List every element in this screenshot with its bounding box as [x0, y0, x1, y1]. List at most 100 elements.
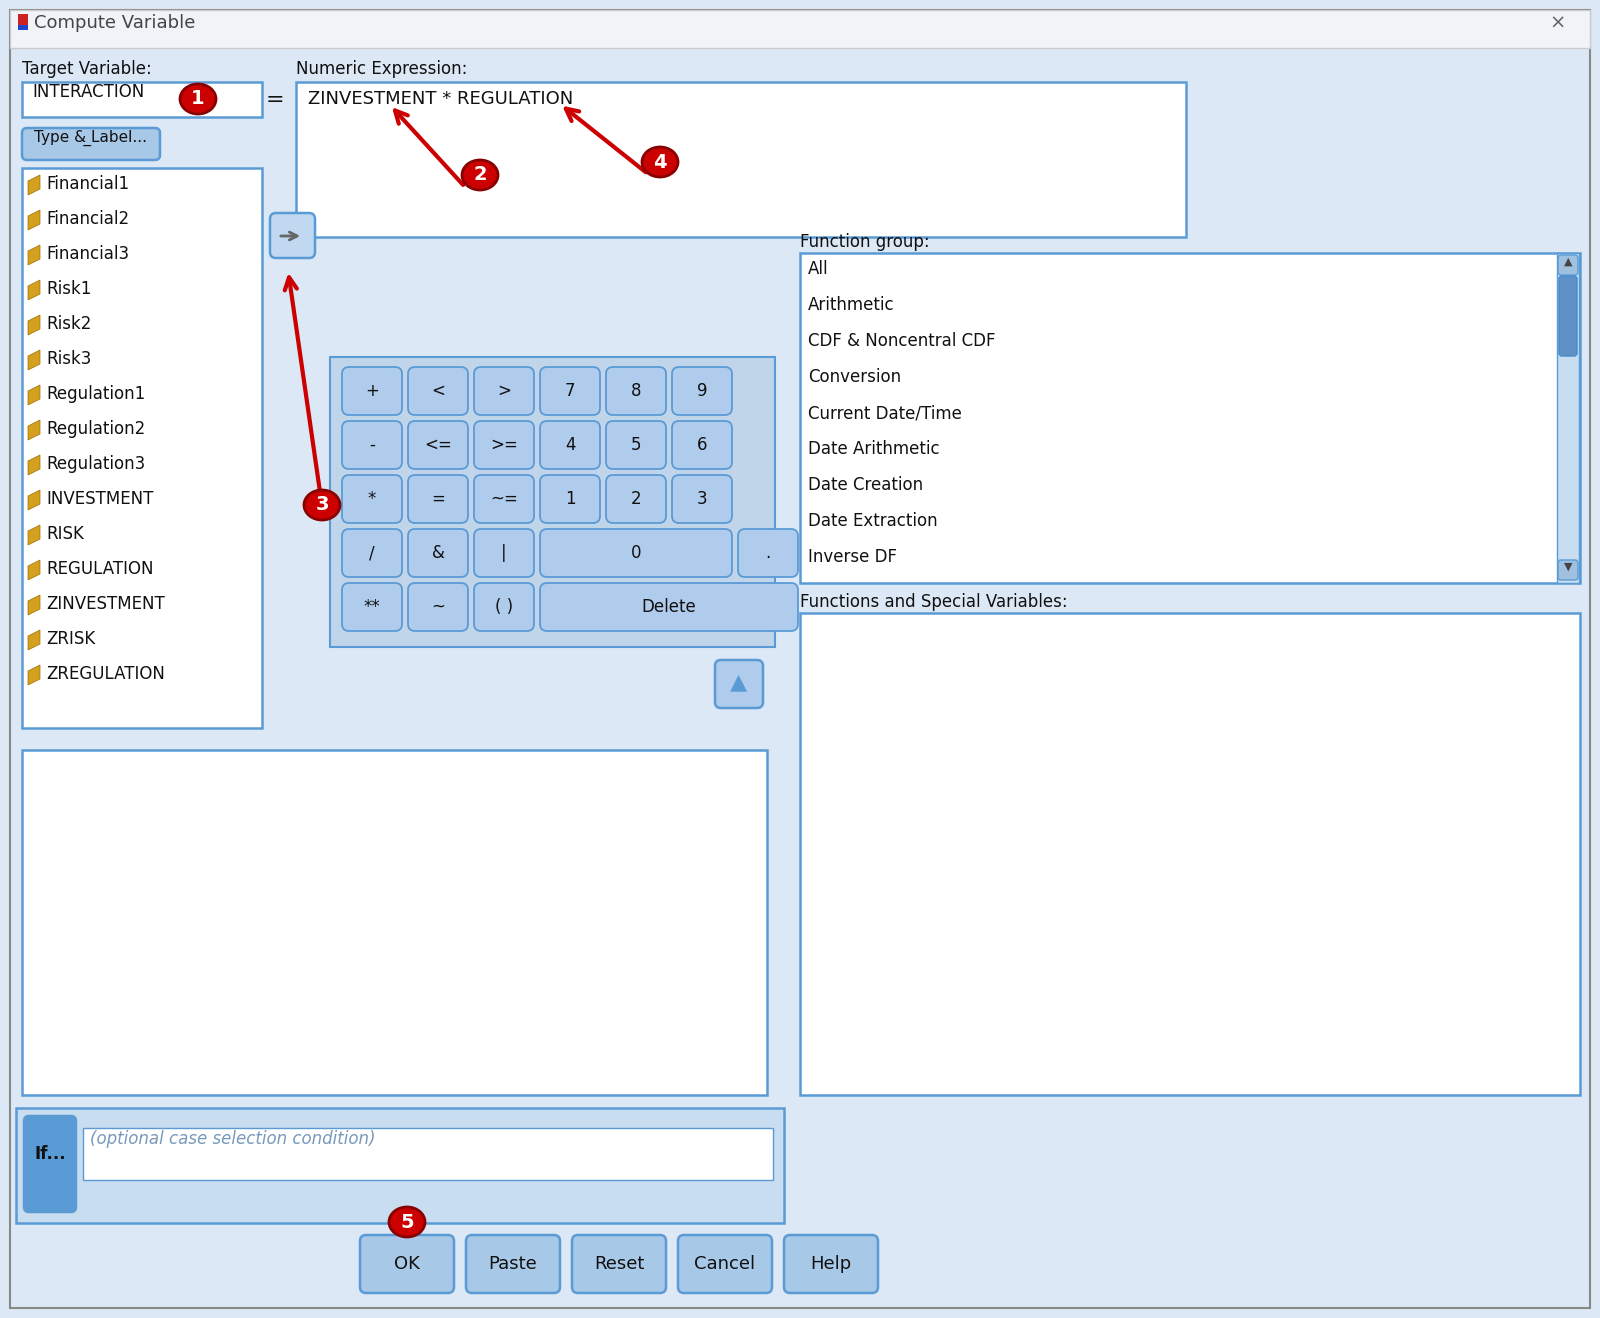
Text: If...: If... [34, 1145, 66, 1162]
Text: **: ** [363, 598, 381, 616]
Text: Cancel: Cancel [694, 1255, 755, 1273]
Text: Financial3: Financial3 [46, 245, 130, 264]
FancyBboxPatch shape [474, 420, 534, 469]
FancyBboxPatch shape [360, 1235, 454, 1293]
Text: Conversion: Conversion [808, 368, 901, 386]
Polygon shape [29, 315, 40, 335]
Text: 2: 2 [474, 166, 486, 185]
Text: ZINVESTMENT * REGULATION: ZINVESTMENT * REGULATION [307, 90, 573, 108]
FancyBboxPatch shape [1558, 254, 1578, 275]
Bar [800, 613, 1581, 1095]
FancyBboxPatch shape [474, 366, 534, 415]
FancyBboxPatch shape [1558, 560, 1578, 580]
FancyBboxPatch shape [672, 366, 733, 415]
Text: REGULATION: REGULATION [46, 560, 154, 579]
Text: Regulation1: Regulation1 [46, 385, 146, 403]
FancyBboxPatch shape [784, 1235, 878, 1293]
Text: *: * [368, 490, 376, 507]
Text: 1: 1 [190, 90, 205, 108]
FancyBboxPatch shape [408, 474, 467, 523]
Text: Arithmetic: Arithmetic [808, 297, 894, 314]
Text: 7: 7 [565, 382, 576, 399]
Polygon shape [29, 490, 40, 510]
Text: Help: Help [810, 1255, 851, 1273]
Bar [330, 357, 774, 647]
Text: 2: 2 [630, 490, 642, 507]
Ellipse shape [179, 84, 216, 113]
Bar [22, 82, 262, 117]
Polygon shape [29, 455, 40, 474]
FancyBboxPatch shape [678, 1235, 771, 1293]
Text: >: > [498, 382, 510, 399]
Polygon shape [29, 560, 40, 580]
Text: Risk2: Risk2 [46, 315, 91, 333]
Polygon shape [29, 351, 40, 370]
FancyBboxPatch shape [541, 474, 600, 523]
Text: >=: >= [490, 436, 518, 453]
FancyBboxPatch shape [24, 1116, 77, 1213]
Text: ~: ~ [430, 598, 445, 616]
FancyBboxPatch shape [342, 529, 402, 577]
FancyBboxPatch shape [606, 474, 666, 523]
Text: Type & ̲Label...: Type & ̲Label... [35, 130, 147, 146]
Text: Financial1: Financial1 [46, 175, 130, 192]
FancyBboxPatch shape [408, 583, 467, 631]
Text: Date Creation: Date Creation [808, 476, 923, 494]
Text: CDF & Noncentral CDF: CDF & Noncentral CDF [808, 332, 995, 351]
Polygon shape [29, 385, 40, 405]
FancyBboxPatch shape [541, 583, 798, 631]
Text: +: + [365, 382, 379, 399]
FancyBboxPatch shape [408, 529, 467, 577]
Text: Date Extraction: Date Extraction [808, 511, 938, 530]
Polygon shape [29, 279, 40, 301]
Text: Compute Variable: Compute Variable [34, 14, 195, 32]
Text: Function group:: Function group: [800, 233, 930, 250]
Text: ▲: ▲ [731, 672, 747, 692]
Text: Functions and Special Variables:: Functions and Special Variables: [800, 593, 1067, 612]
FancyBboxPatch shape [541, 420, 600, 469]
FancyBboxPatch shape [573, 1235, 666, 1293]
Text: /: / [370, 544, 374, 561]
Bar [16, 1108, 784, 1223]
Bar [22, 750, 766, 1095]
Bar [1557, 253, 1579, 583]
FancyBboxPatch shape [342, 583, 402, 631]
Text: 0: 0 [630, 544, 642, 561]
Text: ZRISK: ZRISK [46, 630, 96, 648]
Polygon shape [29, 245, 40, 265]
Text: OK: OK [394, 1255, 419, 1273]
Text: INVESTMENT: INVESTMENT [46, 490, 154, 507]
Text: All: All [808, 260, 829, 278]
Text: Target Variable:: Target Variable: [22, 61, 152, 78]
FancyBboxPatch shape [672, 420, 733, 469]
Text: |: | [501, 544, 507, 561]
FancyBboxPatch shape [606, 420, 666, 469]
Ellipse shape [462, 159, 498, 190]
FancyBboxPatch shape [672, 474, 733, 523]
Text: (optional case selection condition): (optional case selection condition) [90, 1130, 376, 1148]
Text: Risk3: Risk3 [46, 351, 91, 368]
Text: 4: 4 [653, 153, 667, 171]
FancyBboxPatch shape [715, 660, 763, 708]
Text: ▲: ▲ [1563, 257, 1573, 268]
Text: Current Date/Time: Current Date/Time [808, 405, 962, 422]
Text: ZINVESTMENT: ZINVESTMENT [46, 594, 165, 613]
Ellipse shape [304, 490, 339, 521]
Bar [18, 25, 29, 30]
Text: .: . [765, 544, 771, 561]
Text: RISK: RISK [46, 525, 83, 543]
Text: 3: 3 [315, 496, 328, 514]
Text: =: = [430, 490, 445, 507]
Text: 8: 8 [630, 382, 642, 399]
FancyBboxPatch shape [342, 420, 402, 469]
Bar [10, 11, 1590, 47]
FancyBboxPatch shape [466, 1235, 560, 1293]
Text: -: - [370, 436, 374, 453]
Bar [296, 82, 1186, 237]
Text: ( ): ( ) [494, 598, 514, 616]
FancyBboxPatch shape [474, 529, 534, 577]
Polygon shape [29, 630, 40, 650]
Ellipse shape [642, 148, 678, 177]
FancyBboxPatch shape [22, 128, 160, 159]
Bar [22, 167, 262, 728]
